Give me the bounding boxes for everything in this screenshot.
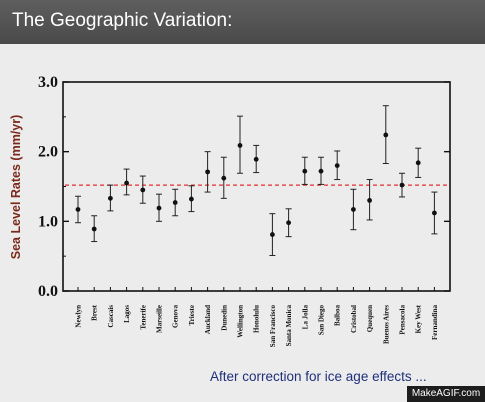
x-tick-label: Tenerife [139, 305, 147, 330]
sea-level-chart: 0.0 1.0 2.0 3.0 Newlyn Brest Cascais Lagos Tene… [9, 74, 451, 347]
x-tick-label: Trieste [188, 305, 196, 325]
data-point [318, 168, 324, 174]
x-tick-label: Newlyn [75, 305, 83, 328]
y-axis-label: Sea Level Rates (mm/yr) [9, 115, 23, 260]
y-axis-ticks: 0.0 1.0 2.0 3.0 [38, 74, 450, 300]
x-tick-label: Genova [172, 305, 180, 328]
data-point [351, 207, 356, 212]
x-tick-label: Cristobal [350, 305, 358, 333]
error-bars [75, 105, 438, 256]
y-tick-label: 3.0 [38, 74, 58, 91]
x-tick-label: Santa Monica [285, 305, 293, 347]
data-point [367, 198, 372, 203]
x-tick-label: San Diego [318, 305, 326, 336]
data-point [286, 220, 291, 226]
x-tick-label: Pensacola [399, 305, 407, 335]
data-point [253, 156, 259, 162]
x-tick-label: Brest [91, 304, 99, 320]
data-point [140, 187, 146, 193]
x-tick-label: Key West [415, 304, 423, 333]
y-tick-label: 1.0 [38, 213, 58, 230]
data-point [415, 160, 421, 166]
x-tick-label: Fernandina [431, 305, 439, 341]
correction-note: After correction for ice age effects ... [210, 369, 427, 384]
data-point [189, 196, 194, 202]
data-point [221, 175, 227, 181]
data-point [237, 142, 243, 148]
y-tick-label: 0.0 [38, 283, 58, 300]
data-point [205, 169, 211, 175]
data-point [108, 195, 113, 201]
x-tick-label: Wellington [237, 305, 245, 338]
data-point [399, 182, 405, 188]
data-point [75, 207, 81, 212]
plot-area [62, 81, 451, 292]
x-tick-label: San Francisco [269, 305, 277, 348]
x-tick-labels: Newlyn Brest Cascais Lagos Tenerife Marseille… [75, 304, 439, 347]
x-tick-label: Dunedin [220, 305, 228, 331]
data-points [75, 132, 437, 237]
x-tick-label: Auckland [204, 305, 212, 334]
data-point [334, 163, 340, 168]
x-tick-label: Buenos Aires [382, 305, 390, 344]
x-tick-label: Quequen [366, 305, 374, 332]
x-tick-label: Honolulu [253, 305, 261, 333]
x-tick-label: La Jolla [301, 305, 309, 330]
data-point [124, 180, 129, 186]
plot-frame [62, 81, 451, 292]
slide-header: The Geographic Variation: [0, 0, 485, 44]
data-point [172, 200, 178, 205]
data-point [91, 226, 97, 232]
data-point [383, 132, 389, 138]
data-point [156, 205, 162, 211]
data-point [302, 168, 308, 174]
x-tick-label: Cascais [107, 305, 115, 328]
slide-title: The Geographic Variation: [12, 10, 233, 31]
x-tick-label: Marseille [156, 305, 164, 333]
x-axis-ticks [77, 287, 435, 291]
makeagif-watermark: MakeAGIF.com [407, 386, 485, 402]
x-tick-label: Lagos [123, 305, 131, 323]
y-tick-label: 2.0 [38, 144, 58, 161]
data-point [432, 210, 437, 216]
data-point [270, 232, 275, 237]
x-tick-label: Balboa [334, 305, 342, 327]
